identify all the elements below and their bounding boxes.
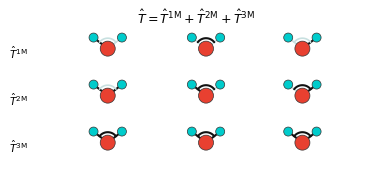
Circle shape	[295, 41, 310, 56]
Text: $\hat{T} = \hat{T}^{\mathrm{1M}} + \hat{T}^{\mathrm{2M}} + \hat{T}^{\mathrm{3M}}: $\hat{T} = \hat{T}^{\mathrm{1M}} + \hat{…	[138, 9, 256, 27]
Circle shape	[187, 127, 196, 136]
Circle shape	[284, 127, 293, 136]
Circle shape	[89, 127, 98, 136]
Circle shape	[100, 135, 115, 150]
Circle shape	[118, 127, 126, 136]
Text: $\hat{T}^{\mathrm{1M}}$: $\hat{T}^{\mathrm{1M}}$	[9, 45, 28, 61]
Circle shape	[100, 41, 115, 56]
Text: $\hat{T}^{\mathrm{2M}}$: $\hat{T}^{\mathrm{2M}}$	[9, 92, 28, 108]
Circle shape	[187, 80, 196, 89]
Circle shape	[295, 88, 310, 103]
Circle shape	[216, 127, 225, 136]
Circle shape	[312, 127, 321, 136]
Circle shape	[89, 33, 98, 42]
Circle shape	[89, 80, 98, 89]
Circle shape	[312, 33, 321, 42]
Circle shape	[312, 80, 321, 89]
Circle shape	[216, 80, 225, 89]
Circle shape	[118, 80, 126, 89]
Circle shape	[198, 135, 214, 150]
Circle shape	[216, 33, 225, 42]
Circle shape	[198, 88, 214, 103]
Circle shape	[100, 88, 115, 103]
Circle shape	[284, 33, 293, 42]
Circle shape	[295, 135, 310, 150]
Circle shape	[118, 33, 126, 42]
Text: $\hat{T}^{\mathrm{3M}}$: $\hat{T}^{\mathrm{3M}}$	[9, 139, 28, 155]
Circle shape	[187, 33, 196, 42]
Circle shape	[284, 80, 293, 89]
Circle shape	[198, 41, 214, 56]
